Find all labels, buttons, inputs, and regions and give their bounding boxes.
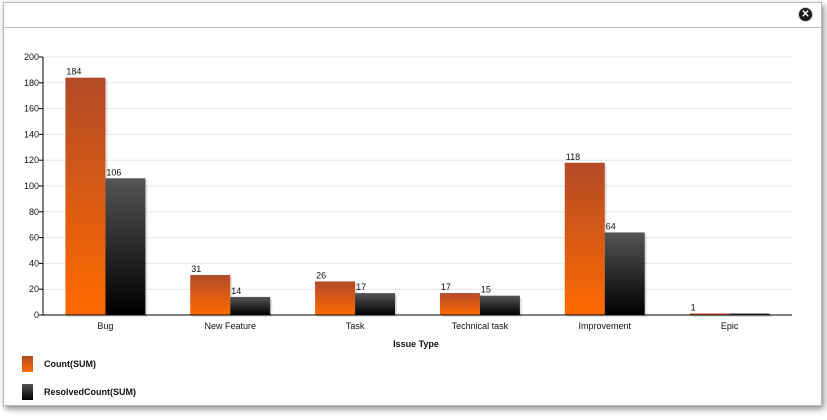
y-tick-label: 180: [24, 78, 39, 88]
data-label: 184: [66, 67, 81, 77]
y-tick-label: 0: [34, 310, 39, 320]
x-axis-ticks: Bug New Feature Task Technical task Improvem…: [97, 321, 738, 331]
x-axis-label: Issue Type: [393, 339, 439, 349]
bar-count[interactable]: [190, 275, 231, 315]
data-label: 17: [441, 282, 451, 292]
data-label: 64: [606, 221, 616, 231]
legend: Count(SUM) ResolvedCount(SUM): [22, 352, 136, 408]
bar-count[interactable]: [65, 77, 106, 315]
y-axis-ticks: 0 20 40 60 80 100 120 140 160 180 200: [24, 52, 43, 320]
x-tick-label: New Feature: [204, 321, 256, 331]
y-tick-label: 120: [24, 155, 39, 165]
legend-item-count[interactable]: Count(SUM): [22, 352, 136, 376]
bar-resolved[interactable]: [604, 232, 645, 315]
legend-swatch-resolved: [22, 384, 33, 400]
y-tick-label: 140: [24, 129, 39, 139]
bar-resolved[interactable]: [105, 178, 146, 315]
y-tick-label: 200: [24, 52, 39, 62]
grid-lines: [43, 56, 792, 316]
legend-label-count: Count(SUM): [44, 359, 96, 369]
close-icon[interactable]: ✕: [799, 8, 812, 21]
x-tick-label: Improvement: [578, 321, 631, 331]
y-tick-label: 160: [24, 104, 39, 114]
data-label: 17: [356, 282, 366, 292]
bar-count[interactable]: [315, 281, 356, 315]
bar-resolved[interactable]: [479, 295, 520, 315]
y-tick-label: 100: [24, 181, 39, 191]
data-label: 15: [481, 285, 491, 295]
x-tick-label: Technical task: [452, 321, 509, 331]
y-tick-label: 80: [29, 207, 39, 217]
legend-label-resolved: ResolvedCount(SUM): [44, 387, 136, 397]
dialog-header: ✕: [4, 3, 821, 28]
data-label: 118: [566, 152, 580, 162]
bar-resolved[interactable]: [355, 293, 396, 315]
data-label: 1: [691, 303, 696, 313]
bar-resolved[interactable]: [230, 296, 271, 315]
x-tick-label: Epic: [721, 321, 739, 331]
x-tick-label: Task: [346, 321, 365, 331]
x-tick-label: Bug: [97, 321, 113, 331]
bar-shadow: [731, 315, 772, 317]
data-label: 31: [191, 264, 201, 274]
bars: 184 106 31 14 26 17 17 15 118 64 1: [65, 67, 772, 317]
bar-count[interactable]: [564, 162, 605, 315]
data-label: 26: [316, 270, 326, 280]
bar-count[interactable]: [689, 313, 730, 316]
y-tick-label: 40: [29, 258, 39, 268]
bar-count[interactable]: [439, 293, 480, 315]
y-tick-label: 60: [29, 233, 39, 243]
y-tick-label: 20: [29, 284, 39, 294]
legend-swatch-count: [22, 356, 33, 372]
data-label: 14: [231, 286, 241, 296]
legend-item-resolved[interactable]: ResolvedCount(SUM): [22, 380, 136, 404]
bar-shadow: [691, 315, 732, 317]
data-label: 106: [106, 167, 121, 177]
bar-resolved[interactable]: [729, 313, 770, 316]
